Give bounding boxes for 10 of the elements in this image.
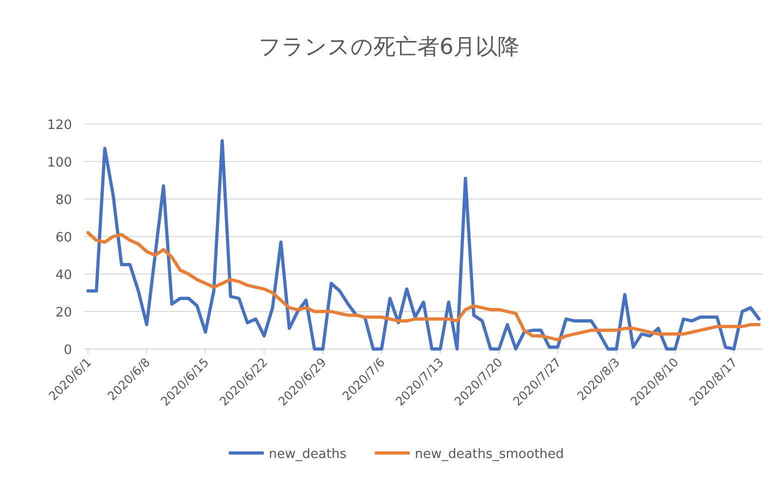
y-tick-label: 120 — [47, 118, 72, 133]
legend-label: new_deaths — [268, 447, 347, 462]
y-tick-label: 80 — [55, 193, 72, 208]
y-tick-label: 60 — [55, 230, 72, 246]
y-tick-label: 100 — [47, 156, 72, 170]
y-tick-label: 40 — [55, 268, 72, 283]
y-tick-label: 20 — [55, 306, 72, 320]
title: フランスの死亡者6月以降 — [258, 35, 520, 60]
y-tick-label: 0 — [64, 343, 72, 358]
legend-label: new_deaths_smoothed — [414, 447, 564, 462]
